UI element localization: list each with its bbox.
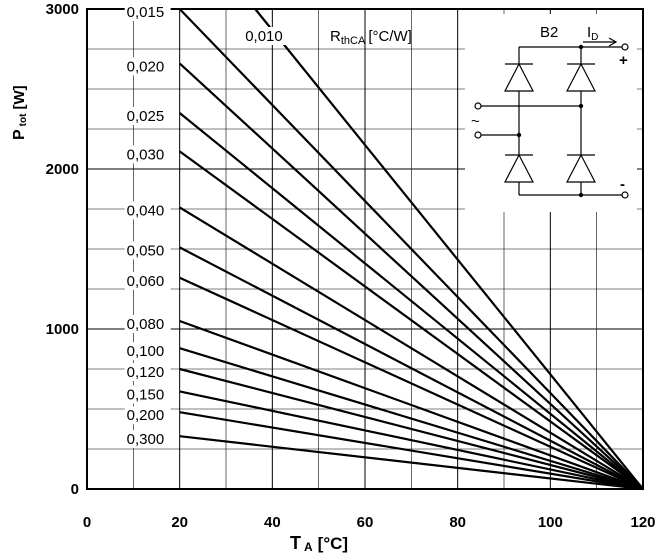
minus-terminal-label: - [620,176,625,193]
series-line [179,411,644,491]
series-label: 0,015 [127,4,165,21]
series-label: 0,100 [127,343,165,360]
series-label: 0,020 [127,58,165,75]
series-label: 0,080 [127,316,165,333]
series-label: 0,030 [127,146,165,163]
ac-terminal-label: ~ [471,113,480,130]
x-tick-label: 60 [357,514,374,531]
series-line [179,435,644,491]
series-line [179,390,644,491]
series-line [179,367,644,491]
series-label-background [124,107,171,125]
series-label-background [124,315,171,333]
y-axis-title: Ptot[W] [11,85,29,140]
plot-frame [86,8,644,490]
y-tick-label: 2000 [46,161,79,178]
series-line [179,206,644,490]
x-tick-label: 100 [538,514,563,531]
series-label-background [124,406,171,425]
series-labels: 0,010 0,015 0,020 0,025 0,030 0,040 0,050 0,060… [124,3,290,449]
series-line [178,112,644,490]
series-label-background [124,385,171,404]
series-label-background [124,201,171,220]
series-label-background [124,342,171,361]
series-label: 0,200 [127,407,165,424]
series-label-background [124,57,171,76]
current-arrow [583,37,618,47]
y-tick-label: 0 [71,481,79,498]
series-label: 0,060 [127,273,165,290]
series-line [179,319,644,491]
terminal-circles [474,43,629,199]
x-tick-label: 0 [83,514,91,531]
bridge-circuit-diagram: B2 ID [465,14,637,212]
x-tick-label: 20 [171,514,188,531]
circuit-junctions [516,44,584,198]
series-line [179,246,644,490]
series-line [179,347,644,491]
y-tick-label: 1000 [46,321,79,338]
series-label-background [124,241,171,260]
series-line [178,62,644,490]
x-tick-label: 80 [449,514,466,531]
series-label-background [124,430,171,449]
series-label: 0,150 [127,386,165,403]
plus-terminal-label: + [619,52,628,69]
series-label: 0,040 [127,202,165,219]
series-label-background [124,363,171,381]
x-axis-title: T A [°C] [290,533,348,554]
series-label-background [124,271,171,290]
legend-title: RthCA [°C/W] [330,28,412,47]
series-line [178,8,644,490]
x-tick-label: 40 [264,514,281,531]
series-label: 0,010 [245,28,283,45]
series-label-background [124,145,171,164]
x-tick-labels: 0 20 40 60 80 100 120 [83,514,656,531]
series-label-background [124,3,171,21]
series-label: 0,300 [127,431,165,448]
series-lines [178,8,644,491]
series-line [254,8,644,490]
circuit-background [465,14,637,212]
current-label: ID [587,24,598,43]
series-label: 0,025 [127,108,165,125]
series-label: 0,120 [127,364,165,381]
circuit-name: B2 [540,24,558,41]
series-line [179,150,644,490]
y-tick-label: 3000 [46,1,79,18]
series-line [179,276,644,491]
series-label: 0,050 [127,242,165,259]
diode-icon [504,62,596,183]
y-tick-labels: 0 1000 2000 3000 [46,1,79,498]
series-label-background [243,27,290,45]
x-tick-label: 120 [630,514,655,531]
